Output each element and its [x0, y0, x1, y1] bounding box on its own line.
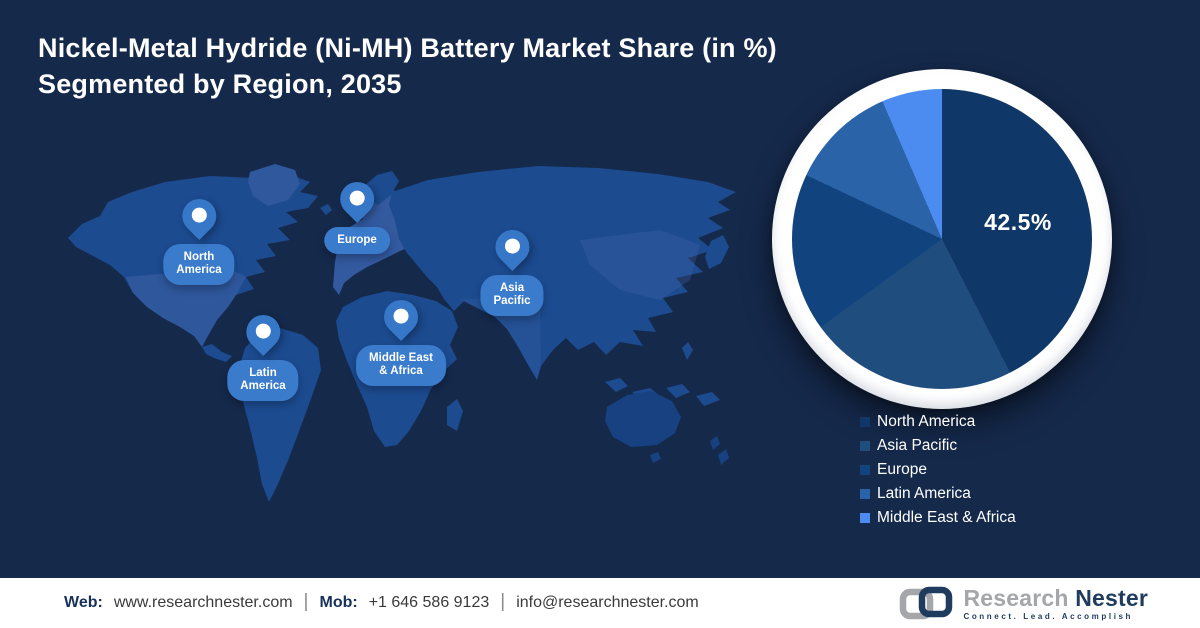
- indonesia-3: [666, 384, 690, 398]
- map-pin-europe: Europe: [324, 174, 390, 255]
- iceland: [320, 204, 332, 215]
- map-pin-middle-east-africa: Middle East & Africa: [356, 292, 446, 386]
- greenland: [248, 164, 300, 206]
- legend-item: Europe: [860, 461, 1016, 478]
- greenland-highlight: [248, 164, 300, 206]
- legend-swatch: [860, 488, 870, 499]
- pie-chart: 42.5%: [772, 69, 1112, 409]
- world-map-region: North America Europe Asia Pacific Latin Americ…: [60, 150, 760, 530]
- mob-label: Mob:: [319, 594, 358, 611]
- map-pin-latin-america: Latin America: [227, 307, 299, 401]
- web-label: Web:: [64, 594, 103, 611]
- separator: |: [303, 591, 309, 612]
- indonesia-1: [605, 378, 628, 392]
- location-pin-icon: [332, 174, 382, 224]
- page-title-line1: Nickel-Metal Hydride (Ni-MH) Battery Mar…: [38, 33, 777, 63]
- continent-asia: [389, 166, 736, 380]
- pin-label-north-america: North America: [163, 244, 235, 285]
- legend-swatch: [860, 416, 870, 427]
- logo-links-icon: [900, 586, 953, 620]
- research-nester-logo: Research Nester Connect. Lead. Accomplis…: [899, 583, 1148, 623]
- map-pin-north-america: North America: [163, 191, 235, 285]
- legend-item: Middle East & Africa: [860, 509, 1016, 526]
- madagascar: [447, 399, 463, 431]
- tasmania: [650, 452, 661, 463]
- email-link[interactable]: info@researchnester.com: [516, 594, 699, 611]
- new-zealand-south: [718, 449, 729, 465]
- legend-label: North America: [877, 413, 976, 430]
- location-pin-icon: [174, 191, 224, 241]
- pin-label-latin-america: Latin America: [227, 360, 299, 401]
- logo-name-research: Research: [963, 584, 1069, 611]
- legend-label: Middle East & Africa: [877, 509, 1016, 526]
- legend-label: Europe: [877, 461, 927, 478]
- pin-dot: [191, 207, 207, 223]
- location-pin-icon: [376, 292, 426, 342]
- legend-swatch: [860, 512, 870, 523]
- logo-tagline: Connect. Lead. Accomplish: [963, 611, 1134, 621]
- pin-label-middle-east-africa: Middle East & Africa: [356, 345, 446, 386]
- japan: [705, 235, 729, 269]
- legend-swatch: [860, 464, 870, 475]
- footer-bar: Web: www.researchnester.com | Mob: +1 64…: [0, 578, 1200, 628]
- legend-label: Latin America: [877, 485, 971, 502]
- us-highlight: [126, 268, 246, 347]
- page-title-line2: Segmented by Region, 2035: [38, 69, 402, 99]
- logo-name-nester: Nester: [1075, 584, 1148, 611]
- location-pin-icon: [238, 307, 288, 357]
- location-pin-icon: [487, 222, 537, 272]
- pie-data-label: 42.5%: [984, 209, 1052, 235]
- pin-dot: [349, 190, 365, 206]
- legend-item: Asia Pacific: [860, 437, 1016, 454]
- separator: |: [500, 591, 506, 612]
- logo-name: Research Nester: [963, 586, 1148, 610]
- pin-label-europe: Europe: [324, 227, 390, 255]
- pin-dot: [393, 308, 409, 324]
- legend-item: North America: [860, 413, 1016, 430]
- continent-australia: [605, 391, 681, 447]
- pin-dot: [504, 238, 520, 254]
- legend-label: Asia Pacific: [877, 437, 958, 454]
- pin-label-asia-pacific: Asia Pacific: [480, 275, 544, 316]
- legend-swatch: [860, 440, 870, 451]
- page-title: Nickel-Metal Hydride (Ni-MH) Battery Mar…: [38, 30, 938, 102]
- legend-item: Latin America: [860, 485, 1016, 502]
- east-asia-highlight: [580, 230, 700, 300]
- pin-dot: [255, 323, 271, 339]
- central-america: [202, 344, 232, 362]
- chart-legend: North America Asia Pacific Europe Latin Ame…: [860, 413, 1016, 526]
- middle-east-highlight: [460, 295, 541, 380]
- philippines: [682, 342, 693, 360]
- map-pin-asia-pacific: Asia Pacific: [480, 222, 544, 316]
- pie-slices: [792, 89, 1092, 389]
- website-link[interactable]: www.researchnester.com: [113, 594, 293, 611]
- logo-texts: Research Nester Connect. Lead. Accomplis…: [963, 586, 1148, 621]
- new-zealand-north: [710, 436, 720, 450]
- new-guinea: [696, 392, 720, 406]
- phone-number: +1 646 586 9123: [368, 594, 490, 611]
- footer-contact: Web: www.researchnester.com | Mob: +1 64…: [64, 591, 699, 614]
